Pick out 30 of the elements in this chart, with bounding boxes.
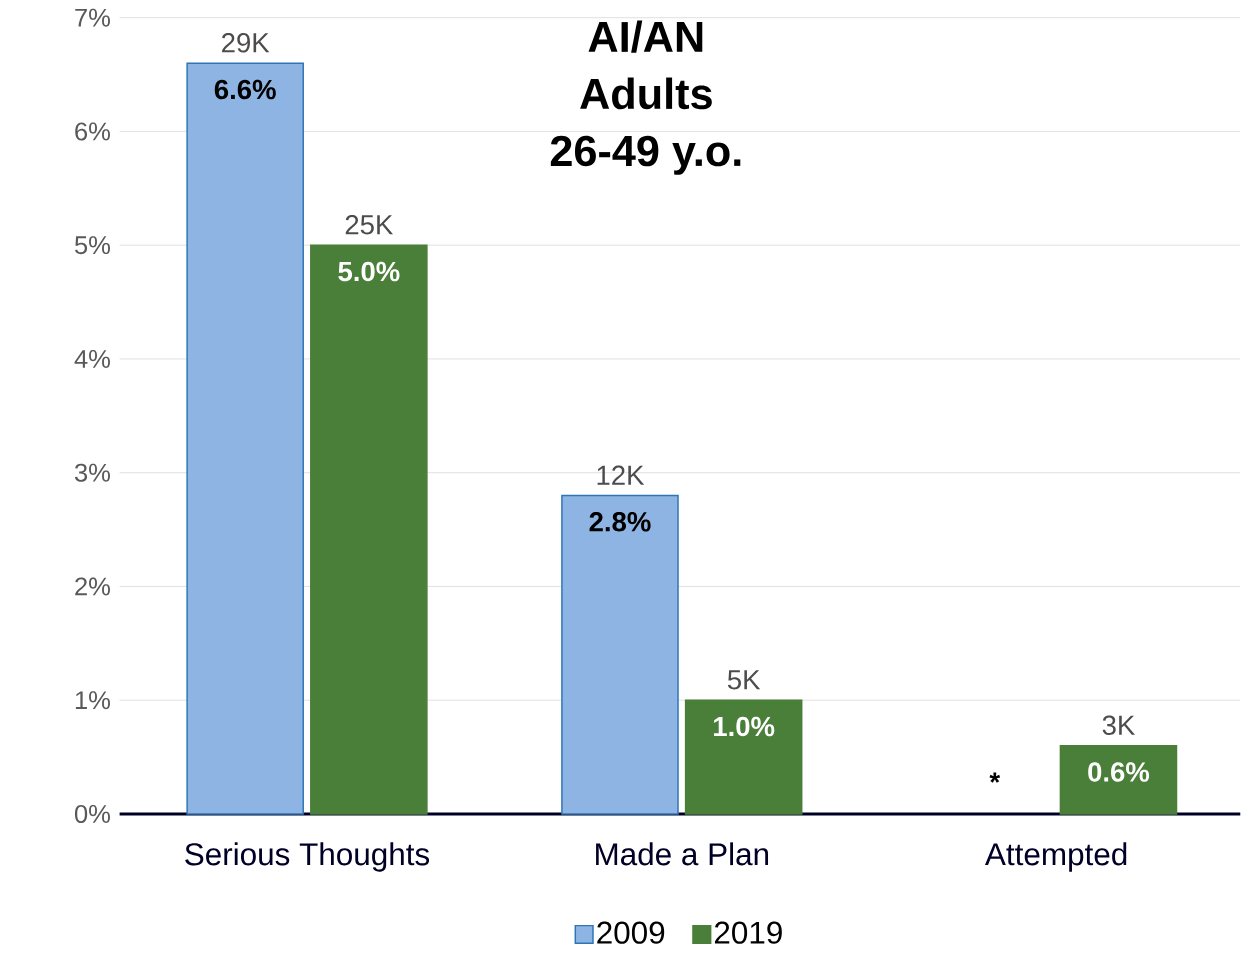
bar <box>1059 744 1178 815</box>
text: AI/AN Adults 26-49 y.o. <box>550 20 741 175</box>
data-label: 2.8% <box>589 511 651 532</box>
annotation: * <box>989 772 1001 783</box>
bar <box>186 62 304 815</box>
data-label: 6.6% <box>214 79 276 100</box>
annotation: 25K <box>345 214 394 235</box>
y-tick-label: 6% <box>75 122 110 141</box>
y-tick-label: 3% <box>74 463 110 482</box>
x-tick-label: Attempted <box>984 842 1127 872</box>
x-tick-label: Serious Thoughts <box>185 842 430 872</box>
annotation: 3K <box>1102 715 1135 735</box>
bar <box>684 699 803 815</box>
y-tick-label: 5% <box>74 236 110 254</box>
bar <box>561 494 679 815</box>
legend-label: 2009 <box>597 921 665 944</box>
legend-label: 2019 <box>714 921 782 944</box>
annotation: 12K <box>597 465 645 485</box>
annotation: 29K <box>222 32 270 53</box>
data-label: 5.0% <box>338 261 400 282</box>
y-tick-label: 0% <box>74 804 110 823</box>
y-tick-label: 1% <box>75 691 110 709</box>
annotation: 5K <box>727 670 761 690</box>
y-tick-label: 4% <box>74 349 110 368</box>
data-label: 1.0% <box>714 716 775 737</box>
x-tick-label: Made a Plan <box>596 842 769 866</box>
y-tick-label: 7% <box>75 8 110 27</box>
y-tick-label: 2% <box>75 577 110 596</box>
bar <box>310 244 428 815</box>
data-label: 0.6% <box>1088 762 1150 782</box>
